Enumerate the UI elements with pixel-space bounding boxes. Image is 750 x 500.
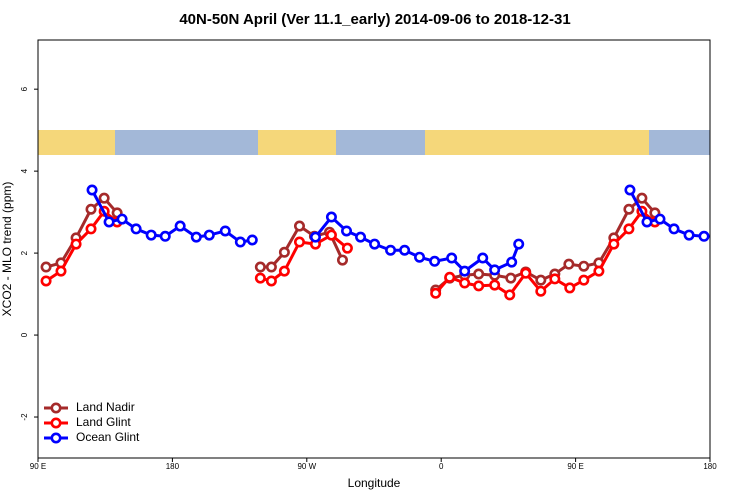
data-point <box>98 192 110 204</box>
data-point <box>265 275 277 287</box>
data-point <box>506 256 518 268</box>
land-band <box>38 130 115 155</box>
data-point <box>563 258 575 270</box>
data-point <box>520 267 532 279</box>
y-tick-label: 0 <box>20 332 29 337</box>
x-tick-label: 90 E <box>30 462 46 471</box>
data-point <box>203 229 215 241</box>
data-point <box>489 264 501 276</box>
data-point <box>578 260 590 272</box>
data-point <box>414 251 426 263</box>
data-point <box>473 268 485 280</box>
data-point <box>683 229 695 241</box>
data-point <box>549 273 561 285</box>
data-point <box>254 272 266 284</box>
data-point <box>624 184 636 196</box>
data-point <box>564 282 576 294</box>
data-point <box>505 272 517 284</box>
data-point <box>278 246 290 258</box>
data-point <box>174 220 186 232</box>
data-point <box>40 275 52 287</box>
legend-label: Land Glint <box>76 415 131 429</box>
data-point <box>336 254 348 266</box>
data-point <box>309 231 321 243</box>
data-point <box>429 255 441 267</box>
data-point <box>477 252 489 264</box>
legend-label: Land Nadir <box>76 400 135 414</box>
data-point <box>489 279 501 291</box>
data-point <box>219 225 231 237</box>
data-point <box>385 244 397 256</box>
data-point <box>444 271 456 283</box>
data-point <box>636 192 648 204</box>
data-point <box>265 261 277 273</box>
x-axis-label: Longitude <box>348 476 401 490</box>
data-point <box>130 223 142 235</box>
data-point <box>40 261 52 273</box>
data-point <box>355 231 367 243</box>
series-line <box>90 189 705 274</box>
data-point <box>86 184 98 196</box>
legend-swatch-marker <box>50 432 62 444</box>
data-point <box>593 265 605 277</box>
data-point <box>55 265 67 277</box>
data-point <box>70 238 82 250</box>
y-tick-label: 6 <box>20 86 29 91</box>
legend-swatch-marker <box>50 417 62 429</box>
data-point <box>85 203 97 215</box>
data-point <box>278 265 290 277</box>
data-point <box>369 238 381 250</box>
data-point <box>325 211 337 223</box>
data-point <box>578 274 590 286</box>
y-tick-label: 4 <box>20 168 29 173</box>
x-tick-label: 180 <box>703 462 717 471</box>
data-point <box>446 252 458 264</box>
data-point <box>159 230 171 242</box>
data-point <box>668 223 680 235</box>
y-tick-label: -2 <box>20 413 29 421</box>
data-point <box>430 287 442 299</box>
data-point <box>623 203 635 215</box>
x-tick-label: 90 W <box>297 462 316 471</box>
data-point <box>145 229 157 241</box>
data-point <box>293 220 305 232</box>
data-point <box>341 225 353 237</box>
land-band <box>425 130 649 155</box>
data-point <box>698 230 710 242</box>
x-tick-label: 0 <box>439 462 444 471</box>
data-point <box>325 229 337 241</box>
data-point <box>654 213 666 225</box>
land-band <box>258 130 336 155</box>
data-point <box>608 238 620 250</box>
data-point <box>254 261 266 273</box>
y-tick-label: 2 <box>20 250 29 255</box>
data-point <box>116 213 128 225</box>
data-point <box>641 216 653 228</box>
data-point <box>103 216 115 228</box>
data-point <box>513 238 525 250</box>
data-point <box>473 280 485 292</box>
data-point <box>535 285 547 297</box>
data-point <box>535 274 547 286</box>
x-tick-label: 180 <box>166 462 180 471</box>
y-axis-label: XCO2 - MLO trend (ppm) <box>0 182 14 317</box>
data-point <box>504 289 516 301</box>
data-point <box>459 277 471 289</box>
data-point <box>246 234 258 246</box>
map-strip <box>38 130 710 155</box>
data-point <box>85 223 97 235</box>
legend-swatch-marker <box>50 402 62 414</box>
legend-label: Ocean Glint <box>76 430 140 444</box>
chart-title: 40N-50N April (Ver 11.1_early) 2014-09-0… <box>179 11 570 28</box>
data-point <box>293 236 305 248</box>
x-tick-label: 90 E <box>567 462 583 471</box>
data-point <box>341 242 353 254</box>
data-point <box>234 236 246 248</box>
data-point <box>190 231 202 243</box>
data-point <box>399 244 411 256</box>
data-point <box>623 223 635 235</box>
plot-frame <box>37 39 711 459</box>
data-point <box>459 265 471 277</box>
